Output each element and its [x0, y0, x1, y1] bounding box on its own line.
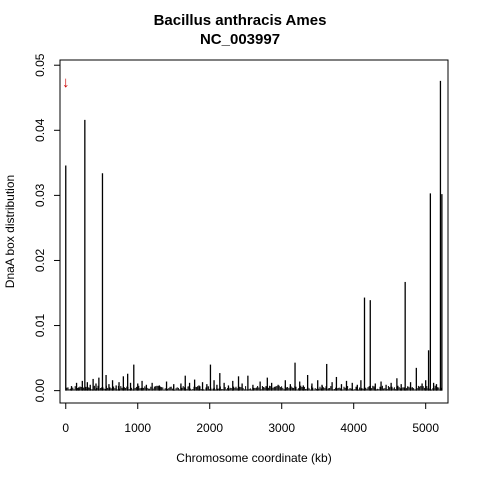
chart-title: Bacillus anthracis Ames: [153, 12, 327, 29]
x-axis: 0 1000 2000 3000 4000 5000: [62, 402, 439, 435]
bar-series: [65, 80, 443, 391]
plot-frame: [59, 59, 449, 404]
chart-subtitle: NC_003997: [199, 31, 281, 48]
y-tick-label: 0.03: [33, 183, 47, 207]
y-tick-label: 0.04: [33, 118, 47, 142]
y-tick-label: 0.05: [33, 53, 47, 77]
y-tick-label: 0.02: [33, 248, 47, 272]
x-tick-label: 5000: [412, 421, 439, 435]
x-tick-label: 4000: [340, 421, 367, 435]
x-axis-label: Chromosome coordinate (kb): [176, 451, 331, 465]
y-tick-label: 0.00: [33, 379, 47, 403]
origin-marker-icon: ↓: [62, 74, 70, 91]
x-tick-label: 3000: [268, 421, 295, 435]
x-tick-label: 1000: [124, 421, 151, 435]
y-axis: 0.00 0.01 0.02 0.03 0.04 0.05: [33, 53, 61, 403]
y-axis-label: DnaA box distribution: [3, 175, 17, 288]
x-tick-label: 2000: [196, 421, 223, 435]
x-tick-label: 0: [62, 421, 69, 435]
y-tick-label: 0.01: [33, 314, 47, 338]
